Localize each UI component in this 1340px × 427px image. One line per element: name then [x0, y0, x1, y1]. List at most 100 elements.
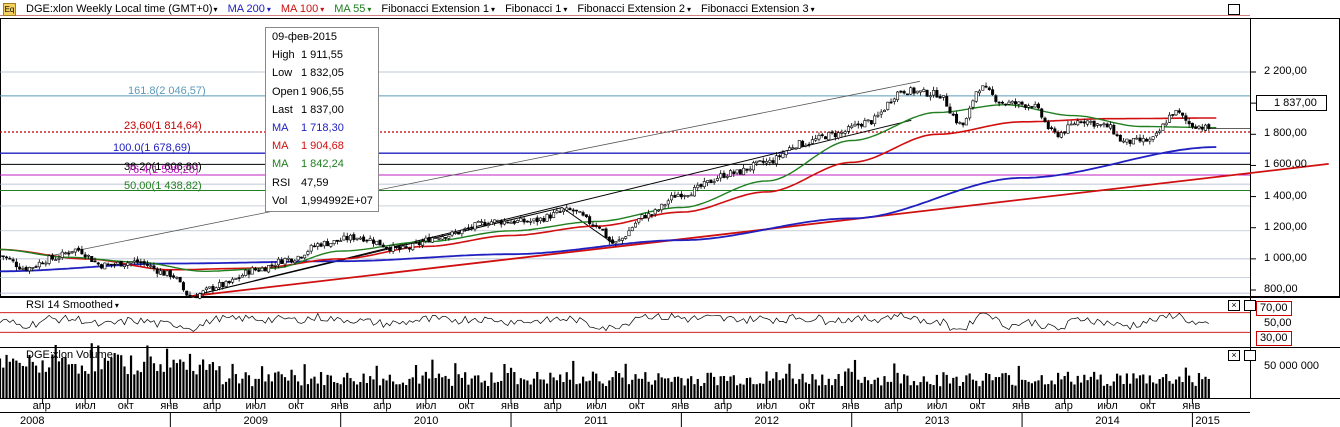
volume-bar	[287, 380, 290, 398]
ma100-line[interactable]	[0, 117, 1217, 271]
indicator-item[interactable]: Fibonacci Extension 2 ▾	[577, 3, 691, 15]
volume-bar	[876, 377, 880, 398]
candle-body	[1043, 117, 1047, 123]
volume-bar	[775, 372, 778, 398]
volume-bar	[198, 364, 201, 398]
candle-body	[634, 222, 638, 228]
volume-bar	[1148, 375, 1151, 398]
volume-bar	[899, 383, 902, 398]
volume-bar	[54, 344, 57, 398]
x-year-label: 2009	[243, 415, 268, 427]
volume-bar	[644, 372, 647, 398]
volume-bar	[326, 374, 329, 398]
candle-body	[774, 155, 778, 165]
volume-bar	[97, 345, 100, 398]
candle-body	[355, 237, 359, 240]
close-icon[interactable]: ×	[1228, 350, 1240, 361]
candle-body	[1151, 136, 1155, 140]
indicator-item[interactable]: MA 55 ▾	[334, 3, 371, 15]
candle-body	[725, 175, 729, 178]
chevron-down-icon[interactable]: ▾	[320, 5, 325, 14]
maximize-icon[interactable]	[1244, 350, 1256, 361]
candle-body	[319, 243, 323, 247]
candle-body	[1122, 140, 1126, 143]
indicator-item[interactable]: Fibonacci 1 ▾	[505, 3, 567, 15]
tooltip-value: 1,994992E+07	[301, 194, 373, 207]
volume-bar	[346, 372, 349, 398]
candle-body	[846, 126, 850, 132]
ma200-line[interactable]	[0, 146, 1217, 273]
chevron-down-icon[interactable]: ▾	[367, 5, 372, 14]
close-icon[interactable]: ×	[1228, 300, 1240, 311]
volume-bar	[536, 371, 539, 398]
candle-body	[637, 218, 641, 223]
candle-body	[5, 256, 9, 259]
candle-body	[801, 140, 805, 147]
ma55-line[interactable]	[0, 103, 1217, 272]
candle-body	[699, 184, 703, 187]
volume-bar	[1142, 374, 1145, 398]
volume-bar	[808, 383, 811, 398]
indicator-item[interactable]: Fibonacci Extension 1 ▾	[381, 3, 495, 15]
candle-body	[666, 200, 670, 205]
chevron-down-icon[interactable]: ▾	[491, 5, 496, 14]
candle-body	[673, 195, 677, 198]
candle-body	[519, 217, 523, 222]
chevron-down-icon[interactable]: ▾	[686, 5, 691, 14]
maximize-icon[interactable]	[1228, 4, 1240, 15]
candle-body	[1099, 124, 1103, 126]
volume-bar	[634, 374, 637, 398]
volume-bar	[1125, 373, 1128, 398]
candle-body	[345, 235, 349, 241]
volume-bar	[562, 382, 565, 398]
channel-lower-line[interactable]	[190, 119, 912, 297]
maximize-icon[interactable]	[1244, 300, 1256, 311]
candle-body	[696, 184, 700, 189]
chevron-down-icon[interactable]: ▾	[213, 4, 218, 14]
tooltip-row: MA 1 718,30	[266, 119, 378, 137]
channel-upper-line[interactable]	[51, 80, 920, 257]
volume-bar	[703, 382, 706, 398]
chevron-down-icon[interactable]: ▾	[810, 5, 815, 14]
volume-bar	[25, 366, 28, 398]
volume-bar	[365, 382, 368, 398]
volume-bar	[683, 385, 686, 398]
candle-body	[578, 211, 582, 213]
volume-bar	[87, 373, 90, 398]
symbol-title[interactable]: DGE:xlon Weekly Local time (GMT+0)	[26, 3, 213, 15]
chevron-down-icon[interactable]: ▾	[266, 5, 271, 14]
volume-bar	[693, 384, 696, 398]
fib-extension-line[interactable]	[190, 206, 614, 297]
candle-body	[935, 90, 939, 98]
volume-bar	[247, 375, 251, 398]
x-month-label: янв	[671, 400, 690, 412]
volume-bar	[369, 376, 372, 398]
volume-bar	[1135, 378, 1138, 398]
volume-bar	[277, 371, 280, 398]
volume-bar	[853, 359, 857, 398]
rsi-line[interactable]	[0, 311, 1209, 332]
candle-body	[165, 270, 169, 276]
volume-bar	[739, 383, 742, 398]
chevron-down-icon[interactable]: ▾	[114, 301, 119, 310]
candle-body	[1020, 101, 1024, 105]
volume-pane-title[interactable]: DGE:xlon Volume	[26, 349, 113, 361]
volume-bar	[1050, 380, 1053, 398]
candle-body	[64, 252, 68, 255]
rsi-pane-title[interactable]: RSI 14 Smoothed ▾	[26, 299, 119, 311]
candle-body	[1069, 123, 1073, 126]
candle-body	[1076, 120, 1080, 126]
volume-bar	[981, 380, 984, 398]
indicator-label: Fibonacci Extension 2	[577, 3, 685, 15]
volume-bar	[339, 384, 342, 398]
x-year-label: 2012	[754, 415, 780, 427]
indicator-item[interactable]: MA 200 ▾	[228, 3, 271, 15]
chevron-down-icon[interactable]: ▾	[563, 5, 568, 14]
volume-bar	[1020, 379, 1024, 398]
indicator-item[interactable]: MA 100 ▾	[281, 3, 324, 15]
candle-body	[797, 140, 801, 149]
candle-body	[175, 277, 179, 279]
indicator-item[interactable]: Fibonacci Extension 3 ▾	[701, 3, 815, 15]
candle-body	[597, 226, 601, 229]
x-month-label: янв	[841, 400, 860, 412]
